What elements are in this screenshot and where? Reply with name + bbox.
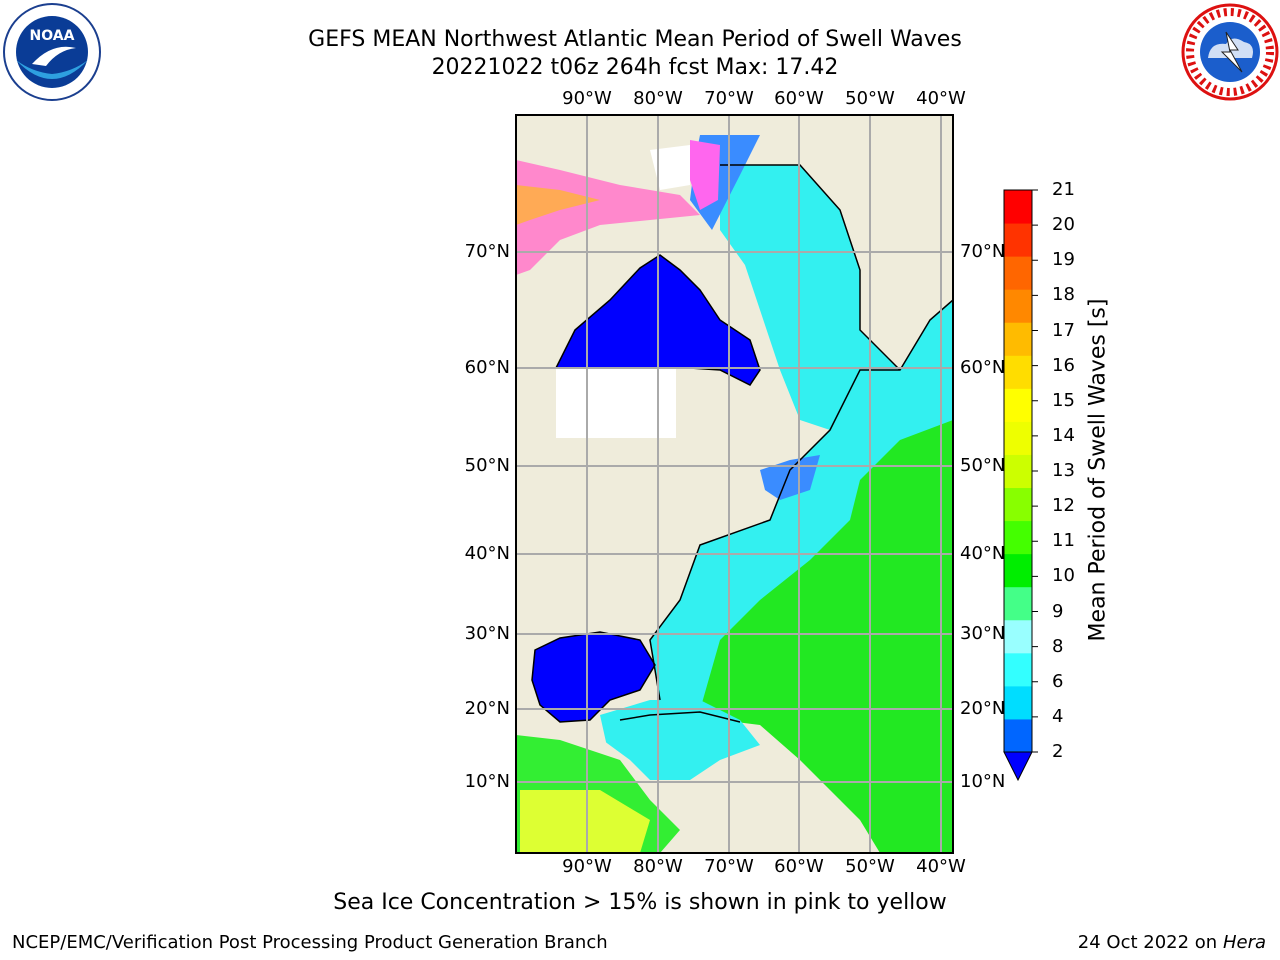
- lat-label-left: 10°N: [464, 771, 510, 792]
- colorbar-tick-label: 8: [1052, 635, 1064, 657]
- lat-label-left: 60°N: [464, 357, 510, 378]
- colorbar-segment: [1004, 454, 1032, 489]
- lat-label-right: 50°N: [960, 455, 1006, 476]
- lon-label-bottom: 50°W: [845, 856, 895, 877]
- colorbar-tick-label: 2: [1052, 741, 1064, 762]
- map-frame: [515, 114, 954, 854]
- lon-label-top: 40°W: [916, 88, 966, 109]
- colorbar-segment: [1004, 190, 1032, 224]
- hudson-coastline: [555, 254, 761, 386]
- colorbar-segment: [1004, 487, 1032, 522]
- colorbar-segment: [1004, 619, 1032, 654]
- lat-label-left: 40°N: [464, 543, 510, 564]
- colorbar-segment: [1004, 355, 1032, 389]
- sea-ice-note: Sea Ice Concentration > 15% is shown in …: [333, 890, 947, 915]
- date-text: 24 Oct 2022 on: [1077, 932, 1223, 953]
- lat-label-right: 70°N: [960, 241, 1006, 262]
- colorbar-segment: [1004, 652, 1032, 687]
- ocean-cyan-shelf: [650, 300, 953, 710]
- colorbar-segment: [1004, 586, 1032, 621]
- colorbar-under-arrow: [1003, 751, 1033, 782]
- colorbar-segment: [1004, 289, 1032, 323]
- lat-label-right: 10°N: [960, 771, 1006, 792]
- colorbar-tick-label: 20: [1052, 214, 1075, 236]
- colorbar-tick-label: 19: [1052, 249, 1075, 271]
- colorbar-segment: [1004, 421, 1032, 455]
- lon-label-bottom: 70°W: [704, 856, 754, 877]
- colorbar-tick-label: 10: [1052, 565, 1075, 587]
- sea-ice-pink: [516, 160, 700, 275]
- colorbar-segment: [1004, 322, 1032, 356]
- colorbar-segment: [1004, 256, 1032, 290]
- map-title: GEFS MEAN Northwest Atlantic Mean Period…: [308, 27, 962, 52]
- colorbar-segment: [1004, 685, 1032, 720]
- colorbar-tick-label: 21: [1052, 179, 1075, 200]
- svg-text:NOAA: NOAA: [30, 28, 75, 44]
- pacific-high-period: [520, 790, 650, 853]
- colorbar-tick-label: 16: [1052, 354, 1075, 376]
- lon-label-bottom: 80°W: [633, 856, 683, 877]
- colorbar-segment: [1004, 718, 1032, 753]
- ice-white-patch: [650, 145, 690, 190]
- lon-label-bottom: 60°W: [774, 856, 824, 877]
- nws-logo: [1181, 3, 1279, 101]
- colorbar-tick-label: 15: [1052, 389, 1075, 411]
- atlantic-coastline: [649, 299, 953, 701]
- sea-ice-baffin: [690, 140, 720, 210]
- lon-label-top: 70°W: [704, 88, 754, 109]
- colorbar-tick-label: 9: [1052, 600, 1064, 622]
- colorbar-segment: [1004, 520, 1032, 555]
- map-subtitle: 20221022 t06z 264h fcst Max: 17.42: [431, 55, 839, 80]
- labrador-sea: [720, 165, 900, 430]
- colorbar-tick-label: 12: [1052, 495, 1075, 517]
- colorbar-tick-label: 17: [1052, 319, 1075, 341]
- colorbar-tick-label: 13: [1052, 460, 1075, 481]
- caribbean-sea: [600, 700, 760, 780]
- colorbar-tick-label: 11: [1052, 530, 1075, 552]
- colorbar-tick-label: 4: [1052, 705, 1064, 727]
- lon-label-top: 50°W: [845, 88, 895, 109]
- colorbar-segment: [1004, 388, 1032, 422]
- greenland-coastline: [720, 164, 901, 371]
- colorbar-tick-label: 14: [1052, 424, 1075, 446]
- lat-label-left: 20°N: [464, 698, 510, 719]
- lat-label-right: 20°N: [960, 698, 1006, 719]
- gulf-of-mexico: [532, 632, 655, 722]
- colorbar-tick-label: 18: [1052, 284, 1075, 306]
- date-stamp: 24 Oct 2022 on Hera: [1078, 932, 1266, 953]
- lat-label-right: 40°N: [960, 543, 1006, 564]
- colorbar-title: Mean Period of Swell Waves [s]: [1085, 298, 1111, 642]
- lon-label-top: 80°W: [633, 88, 683, 109]
- lon-label-bottom: 40°W: [916, 856, 966, 877]
- lat-label-left: 50°N: [464, 455, 510, 476]
- lat-label-right: 30°N: [960, 623, 1006, 644]
- caribbean-islands: [619, 711, 741, 723]
- sea-ice-orange: [516, 185, 600, 225]
- lon-label-top: 60°W: [774, 88, 824, 109]
- lon-label-top: 90°W: [562, 88, 612, 109]
- colorbar-segment: [1004, 553, 1032, 588]
- colorbar-tick-label: 6: [1052, 670, 1064, 692]
- graticule: [516, 115, 953, 853]
- noaa-logo: NOAA: [3, 3, 101, 101]
- lat-label-right: 60°N: [960, 357, 1006, 378]
- lat-label-left: 70°N: [464, 241, 510, 262]
- lat-label-left: 30°N: [464, 623, 510, 644]
- credit-line: NCEP/EMC/Verification Post Processing Pr…: [12, 932, 608, 953]
- colorbar-segment: [1004, 223, 1032, 257]
- date-host: Hera: [1222, 932, 1266, 953]
- lon-label-bottom: 90°W: [562, 856, 612, 877]
- no-data-area: [556, 368, 676, 438]
